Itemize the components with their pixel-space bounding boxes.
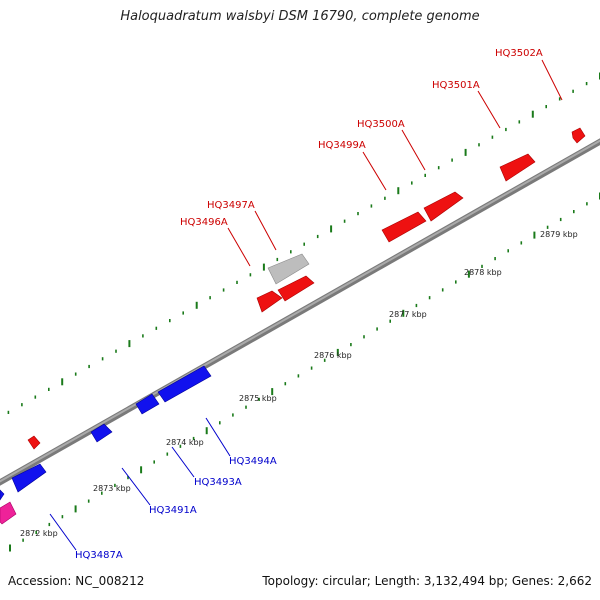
ruler-label-2875: 2875 kbp [239,394,277,403]
leader-hq3499a [362,151,387,191]
leader-hq3501a [477,90,501,129]
label-hq3493a[interactable]: HQ3493A [194,477,242,488]
gene-hq3493a[interactable] [135,393,160,415]
reverse-strand-features [0,365,212,501]
ruler-label-2878: 2878 kbp [464,268,502,277]
ruler-labels: 2872 kbp 2873 kbp 2874 kbp 2875 kbp 2876… [20,230,578,538]
leader-hq3491a [121,467,151,506]
outer-tick-rail [7,72,600,414]
genome-backbone-highlight [0,139,600,483]
label-hq3491a[interactable]: HQ3491A [149,505,197,516]
ruler-label-2873: 2873 kbp [93,484,131,493]
label-leader-lines [49,59,563,551]
leader-hq3487a [49,513,77,551]
forward-strand-features [27,127,586,450]
ruler-label-2872: 2872 kbp [20,529,58,538]
label-hq3487a[interactable]: HQ3487A [75,550,123,561]
label-hq3501a[interactable]: HQ3501A [432,80,480,91]
leader-hq3497a [254,210,277,251]
label-hq3494a[interactable]: HQ3494A [229,456,277,467]
gene-hq3494a[interactable] [157,365,212,403]
gene-hq3487a[interactable] [11,463,47,493]
leader-hq3496a [227,227,251,267]
gene-hq3500a[interactable] [423,191,464,222]
label-hq3496a[interactable]: HQ3496A [180,217,228,228]
rna-feature[interactable] [0,501,17,525]
ruler-label-2876: 2876 kbp [314,351,352,360]
gene-hq3491a[interactable] [90,423,113,443]
gene-hq3501a[interactable] [499,153,536,182]
gene-hq3497a[interactable] [277,275,315,302]
leader-hq3502a [541,59,563,101]
gene-hq3496a[interactable] [256,290,283,313]
gene-hq3502a[interactable] [571,127,586,144]
ruler-label-2879: 2879 kbp [540,230,578,239]
genome-summary-text: Topology: circular; Length: 3,132,494 bp… [262,574,592,588]
inner-tick-rail [9,192,600,552]
gene-labels: HQ3502A HQ3501A HQ3500A HQ3499A HQ3497A … [75,48,543,561]
gene-small-red-left[interactable] [27,435,41,450]
gene-hq3499a[interactable] [381,211,427,243]
label-hq3502a[interactable]: HQ3502A [495,48,543,59]
page-title: Haloquadratum walsbyi DSM 16790, complet… [120,9,480,24]
ruler-label-2874: 2874 kbp [166,438,204,447]
label-hq3500a[interactable]: HQ3500A [357,119,405,130]
ruler-label-2877: 2877 kbp [389,310,427,319]
gene-blue-edge[interactable] [0,489,5,501]
pseudogene-block[interactable] [267,253,310,285]
label-hq3499a[interactable]: HQ3499A [318,140,366,151]
leader-hq3493a [171,446,195,478]
accession-text: Accession: NC_008212 [8,574,145,588]
leader-hq3494a [205,417,231,457]
leader-hq3500a [401,129,426,171]
label-hq3497a[interactable]: HQ3497A [207,200,255,211]
